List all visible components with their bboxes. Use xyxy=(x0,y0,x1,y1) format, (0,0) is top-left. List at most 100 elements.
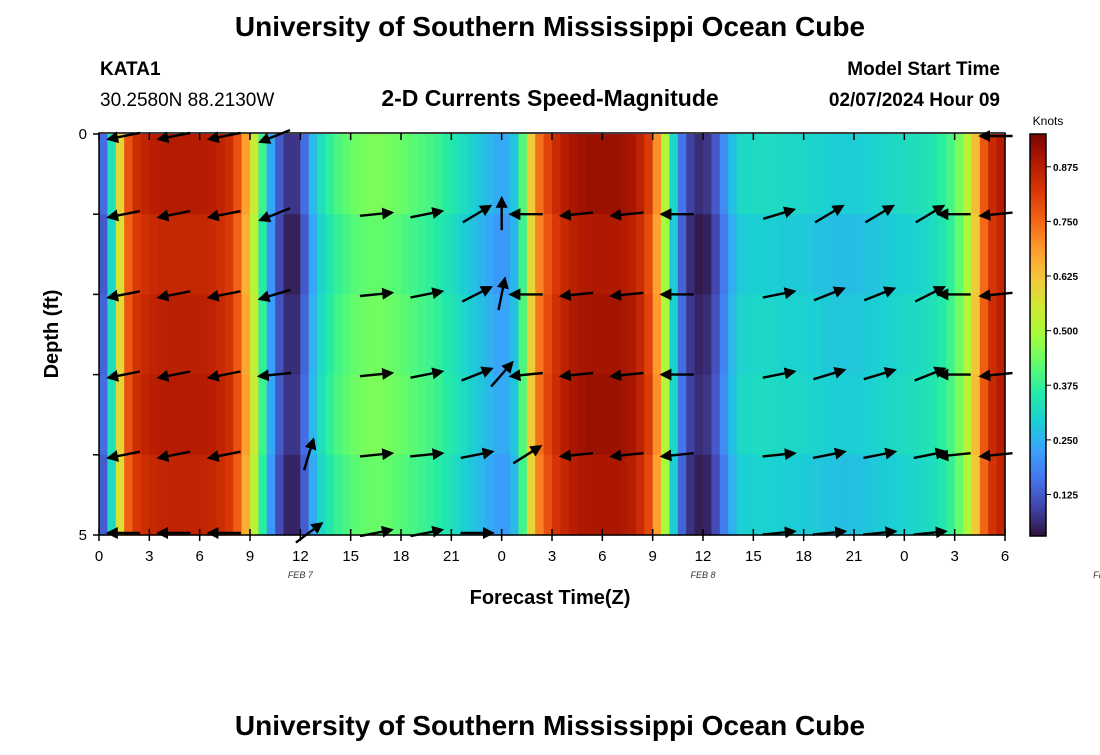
colorbar-tick-label: 0.125 xyxy=(1053,490,1078,501)
heatmap-cell xyxy=(317,454,327,536)
y-tick-label: 0 xyxy=(79,126,87,143)
current-vector-arrow xyxy=(936,449,971,462)
heatmap-cell xyxy=(879,134,889,215)
heatmap-cell xyxy=(912,134,922,215)
heatmap-cell xyxy=(401,454,410,536)
heatmap-cell xyxy=(971,214,981,295)
heatmap-cell xyxy=(770,294,780,376)
current-vector-arrow xyxy=(762,448,797,461)
heatmap-cell xyxy=(879,374,889,456)
heatmap-cell xyxy=(577,454,587,536)
heatmap-cell xyxy=(291,134,301,215)
x-tick-label: 18 xyxy=(795,548,812,565)
heatmap-cell xyxy=(770,374,780,456)
heatmap-cell xyxy=(392,294,402,376)
heatmap-cell xyxy=(208,454,218,536)
heatmap-cell xyxy=(224,374,234,456)
heatmap-cell xyxy=(476,374,486,456)
heatmap-cell xyxy=(979,374,989,456)
heatmap-cell xyxy=(560,454,570,536)
heatmap-cell xyxy=(333,374,343,456)
heatmap-cell xyxy=(434,454,444,536)
heatmap-cell xyxy=(837,294,847,376)
heatmap-cell xyxy=(451,294,461,376)
heatmap-cell xyxy=(635,134,645,215)
colorbar-title: Knots xyxy=(1033,114,1064,128)
heatmap-cell xyxy=(912,214,922,295)
heatmap-cell xyxy=(308,374,318,456)
current-vector-arrow xyxy=(156,450,191,462)
heatmap-cell xyxy=(350,454,360,536)
heatmap-cell xyxy=(610,294,620,376)
heatmap-cell xyxy=(786,374,796,456)
heatmap-cell xyxy=(451,214,461,295)
heatmap-cell xyxy=(233,134,243,215)
heatmap-cell xyxy=(870,454,880,536)
heatmap-cell xyxy=(669,374,679,456)
heatmap-cell xyxy=(837,214,847,295)
x-tick-label: 6 xyxy=(195,548,203,565)
heatmap-cell xyxy=(744,294,754,376)
current-vectors xyxy=(105,128,1013,544)
heatmap-cell xyxy=(988,454,998,536)
heatmap-cell xyxy=(593,134,603,215)
current-vector-arrow xyxy=(460,447,495,460)
heatmap-cell xyxy=(795,294,805,376)
heatmap-cell xyxy=(552,134,561,215)
heatmap-cell xyxy=(182,454,192,536)
heatmap-cell xyxy=(694,214,704,295)
heatmap-cell xyxy=(585,454,595,536)
x-tick-label: 18 xyxy=(393,548,410,565)
heatmap-cell xyxy=(442,214,452,295)
heatmap-cell xyxy=(149,374,159,456)
current-vector-arrow xyxy=(256,369,292,382)
heatmap-cell xyxy=(887,294,897,376)
current-vector-arrow xyxy=(156,209,191,222)
heatmap-cell xyxy=(635,214,645,295)
heatmap-cell xyxy=(703,294,712,376)
heatmap-cell xyxy=(191,454,201,536)
heatmap-cell xyxy=(442,294,452,376)
current-vector-arrow xyxy=(558,369,594,382)
heatmap-cell xyxy=(526,454,536,536)
current-vector-arrow xyxy=(206,450,241,462)
current-vector-arrow xyxy=(978,369,1013,382)
heatmap-cell xyxy=(921,214,931,295)
heatmap-cell xyxy=(728,214,738,295)
heatmap-cell xyxy=(99,454,108,536)
date-label: FEB 9 xyxy=(1093,570,1100,580)
heatmap-cell xyxy=(736,214,746,295)
heatmap-cell xyxy=(937,214,947,295)
heatmap-cell xyxy=(266,374,276,456)
heatmap-cell xyxy=(392,374,402,456)
heatmap-cell xyxy=(442,454,452,536)
heatmap-cell xyxy=(803,454,813,536)
heatmap-cell xyxy=(979,454,989,536)
heatmap-cell xyxy=(325,294,335,376)
heatmap-cell xyxy=(157,214,167,295)
heatmap-cell xyxy=(359,134,369,215)
heatmap-cell xyxy=(904,454,914,536)
x-axis-label: Forecast Time(Z) xyxy=(470,587,631,609)
heatmap-cell xyxy=(627,454,637,536)
current-vector-arrow xyxy=(558,208,594,221)
heatmap-cell xyxy=(543,134,553,215)
heatmap-cell xyxy=(719,214,729,295)
current-vector-arrow xyxy=(762,526,797,539)
heatmap-cell xyxy=(661,454,671,536)
heatmap-cell xyxy=(115,134,125,215)
current-vector-arrow xyxy=(978,208,1013,221)
heatmap-cell xyxy=(367,374,377,456)
heatmap-cell xyxy=(619,294,629,376)
heatmap-cell xyxy=(778,294,788,376)
x-tick-label: 15 xyxy=(342,548,359,565)
heatmap-cell xyxy=(870,134,880,215)
heatmap-cell xyxy=(266,134,276,215)
heatmap-cell xyxy=(761,374,771,456)
heatmap-cell xyxy=(946,294,956,376)
heatmap-cell xyxy=(719,374,729,456)
heatmap-cell xyxy=(937,294,947,376)
heatmap-cell xyxy=(468,454,478,536)
heatmap-cell xyxy=(921,374,931,456)
colorbar-tick-label: 0.750 xyxy=(1053,217,1078,228)
